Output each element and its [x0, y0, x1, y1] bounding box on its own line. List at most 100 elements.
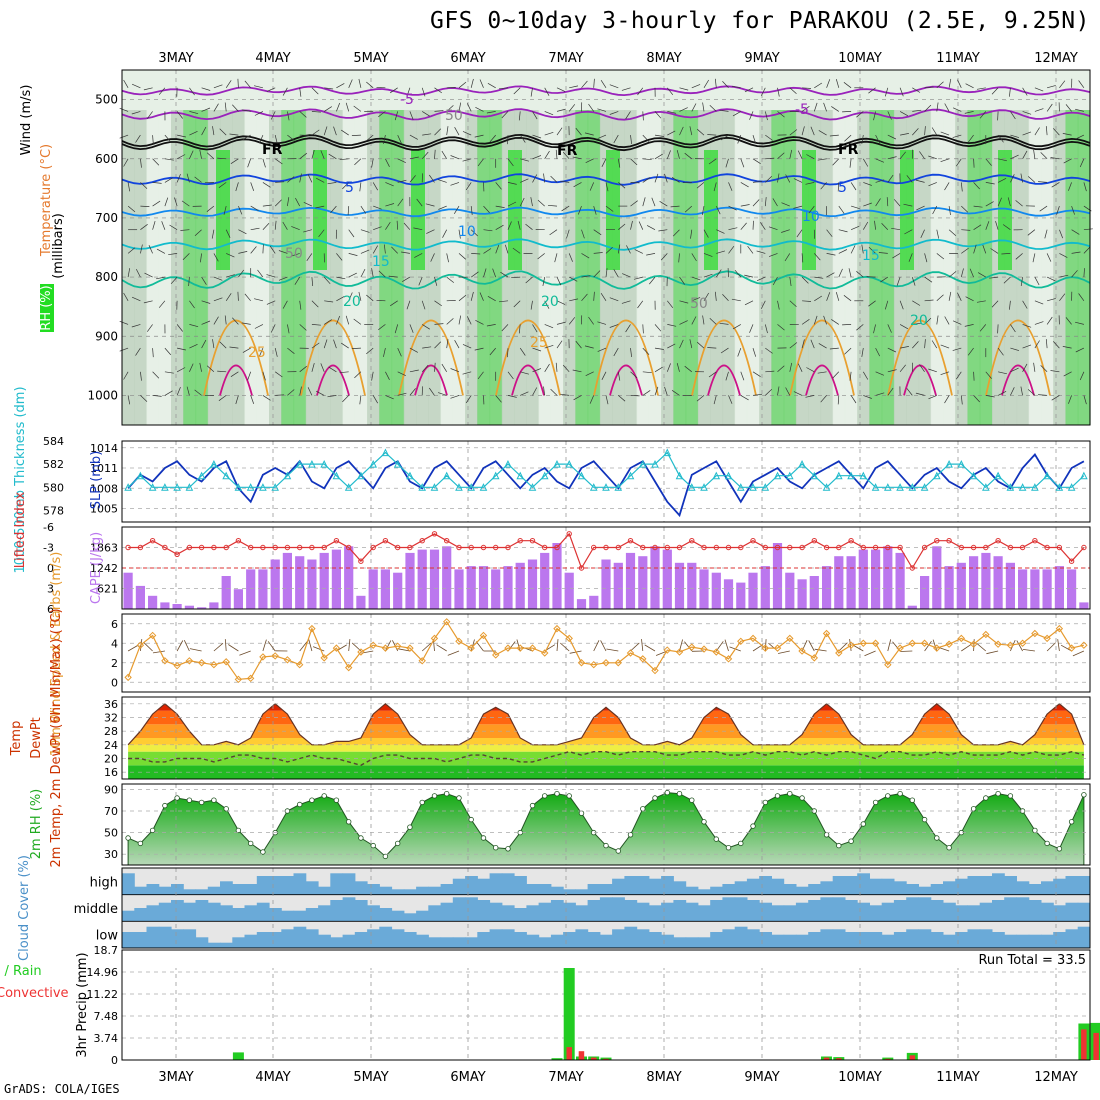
wind-barb [176, 324, 183, 332]
lifted-index-marker [1056, 544, 1063, 551]
wind-barb [884, 87, 889, 97]
wind-barb [924, 104, 932, 112]
wind-barb [732, 111, 741, 117]
wind-barb [1059, 80, 1066, 89]
wind-barb [525, 276, 533, 284]
wind-barb [174, 197, 178, 207]
lifted-index-marker [149, 538, 156, 544]
cape-bar [405, 552, 415, 609]
wind-barb [474, 134, 484, 138]
wind-barb [295, 197, 301, 207]
isotherm-25-dome [985, 319, 1051, 396]
day-label-bottom: 8MAY [646, 1070, 681, 1085]
day-label-bottom: 9MAY [744, 1070, 779, 1085]
wind-barb [1046, 103, 1053, 112]
isotherm-25-dome [691, 319, 757, 396]
wind-barb [848, 268, 852, 278]
lifted-index-marker [346, 544, 352, 551]
cloud-middle-bar [342, 897, 356, 922]
wind-barb [123, 158, 129, 167]
wind-barb [517, 220, 521, 230]
wind-barb [483, 248, 492, 254]
cloud-middle-bar [992, 900, 1005, 922]
wind-barb [306, 253, 313, 261]
cloud-low-bar [967, 929, 981, 948]
wind-barb [140, 395, 148, 402]
wind-barb [900, 346, 909, 349]
thickness-marker [663, 448, 672, 457]
cloud-high-bar [685, 886, 699, 895]
wind-barb [703, 79, 709, 88]
wind-barb [990, 248, 999, 254]
rh2m-marker [431, 793, 438, 799]
cloud-axis-title: Cloud Cover (%) [17, 855, 32, 961]
wind-barb [1010, 387, 1015, 396]
wind-barb [274, 371, 283, 378]
wind-barb [777, 324, 785, 331]
cloud-middle-bar [1065, 902, 1079, 922]
wind-barb [605, 182, 609, 192]
wind-barb [507, 158, 514, 167]
wind-barb [689, 339, 693, 349]
wind-barb [315, 205, 325, 209]
cape-bar [246, 569, 256, 609]
wind-barb [826, 272, 835, 278]
contour-label: 15 [372, 254, 390, 270]
cloud-low-bar [403, 932, 417, 948]
wind-barb [915, 179, 925, 183]
wind10m-barb [470, 639, 475, 652]
wind-barb [691, 103, 697, 112]
rh2m-marker [321, 793, 327, 799]
wind-barb [911, 276, 916, 286]
wind-barb [1022, 150, 1028, 159]
rh2m-marker [1068, 819, 1075, 825]
cape-bar [331, 549, 341, 609]
wind10m-marker [737, 637, 745, 646]
cape-bar [723, 579, 734, 609]
wind-barb [703, 292, 709, 301]
cloud-frame [121, 867, 1091, 949]
rh-shade-column [685, 110, 699, 425]
wind10m-marker [908, 639, 917, 647]
lifted-index-marker [272, 544, 278, 551]
cloud-middle-bar [979, 902, 993, 922]
wind-barb [470, 291, 474, 301]
cloud-middle-bar [624, 900, 638, 922]
cloud-low-bar [416, 934, 429, 948]
thickness-marker [1043, 471, 1051, 480]
wind-barb [789, 277, 792, 287]
cloud-high-bar [746, 878, 760, 895]
wind-barb [713, 395, 717, 405]
rh-shade-column [967, 110, 981, 425]
wind-barb [820, 182, 827, 190]
cape-bar [503, 566, 513, 609]
wind-barb [1079, 158, 1085, 168]
wind10m-marker [406, 644, 414, 652]
wind10m-barb [308, 639, 313, 652]
cloud-high-bar [759, 876, 772, 895]
lifted-index-marker [407, 544, 413, 551]
cloud-middle-bar [746, 900, 760, 922]
isotherm-25-dome [203, 319, 269, 396]
thickness-marker [148, 483, 157, 491]
wind-barb [409, 369, 419, 373]
wind-barb [148, 245, 153, 254]
wind-barb [434, 323, 444, 325]
wind-barb [223, 206, 227, 215]
wind-barb [826, 229, 833, 237]
wind-barb [430, 253, 435, 262]
lifted-index-marker [542, 544, 548, 551]
wind-barb [348, 292, 353, 301]
thickness-marker [994, 471, 1002, 480]
wind-barb [489, 347, 496, 356]
wind-barb [957, 79, 962, 88]
wind-barb [336, 102, 341, 112]
cloud-low-bar [342, 934, 356, 948]
wind-barb [1071, 270, 1078, 278]
wind-barb [850, 395, 857, 404]
wind10m-marker [590, 660, 598, 669]
wind-barb [1075, 321, 1084, 325]
lifted-index-marker [309, 544, 315, 551]
cloud-high-bar [440, 884, 454, 895]
wind-barb [667, 87, 674, 96]
